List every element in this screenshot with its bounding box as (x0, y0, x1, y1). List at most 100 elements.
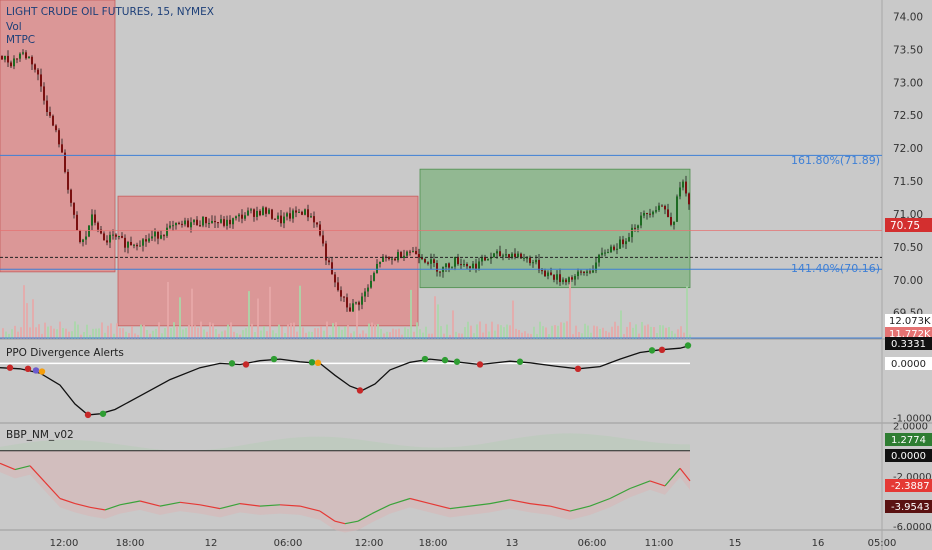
ppo-divergence-marker[interactable] (6, 364, 14, 371)
volume-bar (488, 331, 490, 339)
bbp-line-segment[interactable] (119, 500, 141, 506)
bbp-line-segment[interactable] (389, 497, 411, 506)
bbp-line-segment[interactable] (89, 506, 106, 511)
candle-body (349, 307, 351, 312)
ppo-divergence-marker[interactable] (99, 410, 107, 417)
candle-body (130, 241, 132, 246)
ppo-line[interactable] (0, 344, 691, 416)
ppo-divergence-marker[interactable] (24, 365, 32, 373)
volume-bar (365, 333, 367, 339)
candle-body (499, 251, 501, 257)
bbp-line-segment[interactable] (14, 465, 31, 471)
ppo-divergence-marker[interactable] (314, 359, 322, 367)
ppo-divergence-marker[interactable] (453, 358, 461, 365)
bbp-line-segment[interactable] (344, 520, 359, 525)
bbp-line-segment[interactable] (449, 505, 471, 510)
bbp-line-segment[interactable] (371, 504, 391, 515)
bbp-line-segment[interactable] (664, 467, 681, 487)
bbp-line-segment[interactable] (139, 500, 161, 507)
candle-body (265, 207, 267, 214)
volume-bar (185, 327, 187, 339)
volume-bar (614, 321, 616, 339)
bbp-line-segment[interactable] (299, 505, 321, 512)
bbp-line-segment[interactable] (609, 487, 631, 500)
volume-bar (473, 333, 475, 339)
candle-body (535, 259, 537, 263)
bbp-line-segment[interactable] (589, 497, 611, 507)
ppo-divergence-marker[interactable] (242, 361, 250, 368)
candle-body (466, 264, 468, 267)
ppo-divergence-marker[interactable] (228, 360, 236, 367)
zone-box-red[interactable] (117, 195, 419, 327)
bbp-upper-badge (885, 433, 932, 446)
bbp-line-segment[interactable] (74, 503, 91, 508)
candle-body (457, 256, 459, 265)
bbp-line-segment[interactable] (409, 497, 431, 505)
ppo-divergence-marker[interactable] (658, 346, 666, 354)
bbp-line-segment[interactable] (429, 503, 451, 510)
volume-bar (56, 329, 58, 339)
bbp-line-segment[interactable] (529, 503, 551, 507)
candle-body (121, 235, 123, 238)
candle-body (22, 52, 24, 54)
volume-bar (521, 332, 523, 339)
bbp-line-segment[interactable] (0, 462, 16, 471)
bbp-line-segment[interactable] (29, 465, 46, 483)
volume-bar (431, 333, 433, 339)
volume-bar (323, 330, 325, 339)
bbp-line-segment[interactable] (469, 503, 491, 507)
ppo-divergence-marker[interactable] (32, 367, 40, 374)
bbp-line-segment[interactable] (199, 504, 221, 510)
candle-body (127, 241, 129, 248)
candle-body (235, 216, 237, 219)
ppo-divergence-marker[interactable] (356, 387, 364, 394)
bbp-line-segment[interactable] (159, 501, 181, 507)
volume-bar (38, 324, 40, 339)
candle-body (151, 236, 153, 239)
zone-box-green[interactable] (419, 168, 691, 289)
bbp-line-segment[interactable] (179, 501, 201, 506)
bbp-line-segment[interactable] (679, 467, 691, 482)
ppo-divergence-marker[interactable] (421, 355, 429, 363)
bbp-line-segment[interactable] (59, 497, 76, 505)
ppo-divergence-marker[interactable] (684, 342, 692, 349)
bbp-line-segment[interactable] (569, 505, 591, 512)
volume-bar (29, 327, 31, 339)
last-price-badge (885, 218, 932, 232)
volume-bar (536, 333, 538, 339)
ppo-divergence-marker[interactable] (476, 361, 484, 368)
bbp-line-segment[interactable] (357, 513, 373, 522)
bbp-line-segment[interactable] (104, 504, 121, 511)
bbp-line-segment[interactable] (649, 480, 666, 487)
bbp-line-segment[interactable] (629, 480, 651, 490)
ppo-divergence-marker[interactable] (648, 347, 656, 354)
ppo-divergence-marker[interactable] (84, 411, 92, 419)
ppo-divergence-marker[interactable] (441, 356, 449, 364)
bbp-line-segment[interactable] (319, 510, 336, 522)
bbp-line-segment[interactable] (489, 499, 511, 505)
bbp-line-segment[interactable] (44, 481, 61, 499)
volume-bar (2, 328, 4, 339)
ppo-divergence-marker[interactable] (574, 365, 582, 373)
ppo-divergence-marker[interactable] (516, 358, 524, 365)
zone-box-red[interactable] (0, 0, 116, 273)
bbp-line-segment[interactable] (334, 520, 346, 525)
candle-body (49, 112, 51, 116)
ppo-divergence-marker[interactable] (38, 368, 46, 375)
bbp-line-segment[interactable] (509, 499, 531, 505)
bbp-line-segment[interactable] (279, 504, 301, 507)
bbp-line-segment[interactable] (239, 503, 261, 507)
volume-bar (194, 325, 196, 339)
volume-bar (251, 323, 253, 339)
ppo-divergence-marker[interactable] (308, 359, 316, 366)
candle-body (484, 256, 486, 261)
candle-body (325, 243, 327, 261)
bbp-line-segment[interactable] (219, 503, 241, 510)
volume-bar (635, 324, 637, 339)
volume-bar (248, 291, 250, 339)
bbp-line-segment[interactable] (259, 504, 281, 507)
bbp-line-segment[interactable] (549, 505, 571, 512)
ppo-divergence-marker[interactable] (270, 355, 278, 363)
volume-bar (353, 331, 355, 339)
